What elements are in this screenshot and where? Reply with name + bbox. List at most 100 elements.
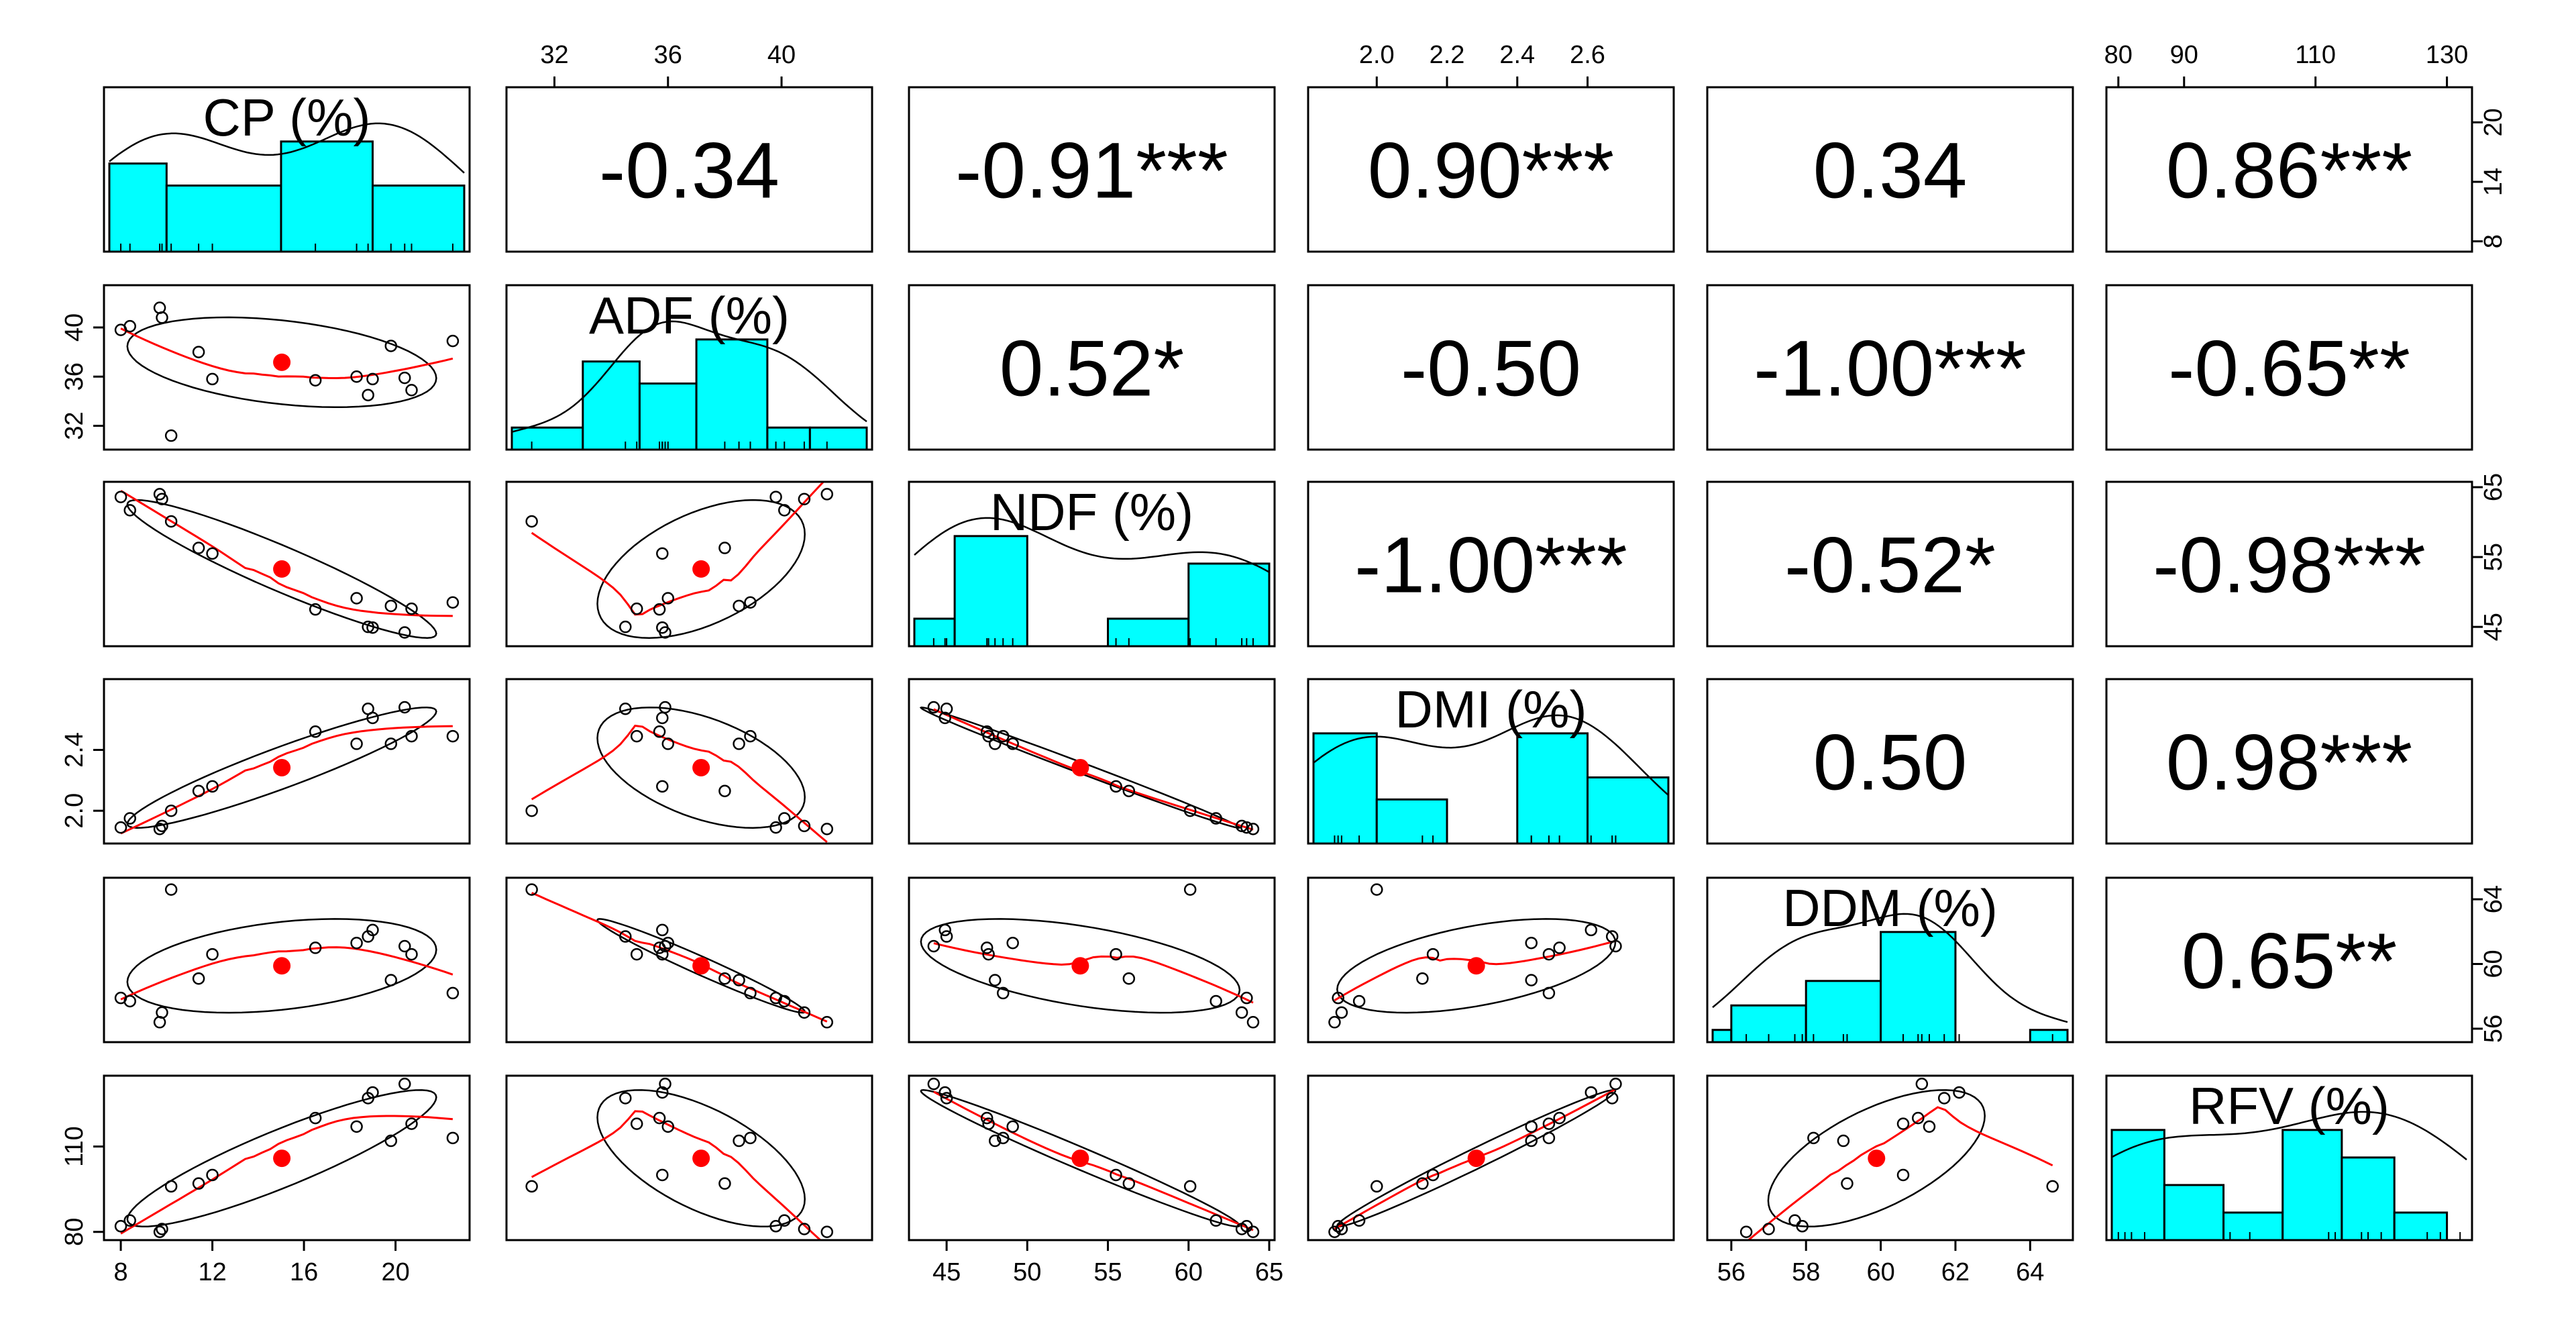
correlation-value: 0.34 [1813, 127, 1968, 215]
data-point [1335, 1223, 1348, 1235]
data-point [798, 1223, 811, 1235]
correlation-ellipse [126, 918, 437, 1014]
panel-r5-c3 [908, 876, 1276, 1043]
axis-tick-label: 90 [2170, 41, 2198, 69]
panel-frame [1307, 86, 1675, 253]
data-point [2046, 1180, 2059, 1193]
correlation-value: -0.52* [1784, 521, 1996, 610]
correlation-ellipse [596, 499, 806, 639]
hist-bar [165, 185, 282, 252]
data-point [362, 620, 374, 633]
data-point [1841, 1177, 1854, 1190]
correlation-ellipse [596, 1089, 806, 1228]
data-point [769, 991, 782, 1005]
data-point [656, 1086, 669, 1099]
panel-r2-c2: ADF (%) [505, 284, 873, 451]
axis-tick-label: 80 [2104, 41, 2133, 69]
data-point [1183, 1180, 1197, 1193]
data-point [778, 504, 791, 517]
data-point [656, 923, 669, 937]
data-point [1525, 1134, 1538, 1148]
correlation-ellipse [126, 499, 437, 639]
panel-content [1312, 714, 1670, 844]
panel-frame [908, 678, 1276, 845]
correlation-value: 0.86*** [2166, 127, 2412, 215]
mean-dot [273, 353, 291, 371]
density-curve [511, 320, 867, 433]
hist-bar [1880, 931, 1957, 1042]
panel-content [913, 517, 1271, 646]
axis-tick-label: 65 [1255, 1258, 1283, 1286]
data-point [405, 948, 418, 961]
data-point [366, 621, 379, 634]
hist-bar [766, 426, 811, 450]
data-point [733, 737, 745, 750]
panel-r5-c4 [1307, 876, 1675, 1043]
data-point [820, 1225, 834, 1239]
data-point [1235, 819, 1248, 833]
data-point [1923, 1120, 1936, 1133]
axis-tick-label: 40 [60, 313, 89, 342]
data-point [164, 1180, 178, 1193]
panel-frame [908, 1074, 1276, 1241]
panel-content [2110, 1111, 2467, 1240]
data-point [1235, 1006, 1248, 1019]
density-curve [109, 122, 465, 174]
correlation-value: 0.50 [1813, 719, 1968, 807]
data-point [384, 974, 398, 986]
data-point [156, 1006, 168, 1019]
panel-r3-c2 [505, 480, 873, 648]
panel-r4-c1 [103, 678, 471, 845]
correlation-value: -0.98*** [2153, 521, 2426, 610]
data-point [156, 493, 168, 505]
hist-bar [1107, 617, 1190, 646]
data-point [653, 603, 666, 616]
data-point [744, 596, 757, 609]
data-point [1210, 1214, 1222, 1227]
panel-frame [1706, 86, 2074, 253]
density-curve [1313, 714, 1669, 796]
data-point [1542, 1131, 1556, 1145]
panel-r4-c6 [2105, 678, 2473, 845]
hist-bar [1711, 1029, 1733, 1042]
data-point [1739, 1225, 1753, 1239]
axis-tick-label: 50 [1013, 1258, 1041, 1286]
panel-r6-c5 [1706, 1074, 2074, 1241]
data-point [384, 737, 398, 750]
panel-frame [505, 284, 873, 451]
data-point [661, 592, 675, 605]
data-point [525, 1180, 538, 1193]
data-point [123, 504, 136, 517]
hist-bar [2222, 1211, 2284, 1240]
panel-content [1739, 1077, 2059, 1240]
data-point [659, 701, 672, 714]
data-point [940, 930, 953, 943]
data-point [350, 1120, 363, 1133]
panel-content [920, 883, 1260, 1029]
loess-line [531, 482, 825, 616]
data-point [1542, 1117, 1556, 1130]
data-point [718, 542, 731, 554]
data-point [718, 972, 731, 985]
hist-bar [108, 162, 168, 252]
data-point [1542, 948, 1556, 961]
data-point [1006, 737, 1019, 750]
data-point [405, 384, 418, 397]
data-point [744, 1131, 757, 1145]
data-point [366, 923, 379, 937]
data-point [778, 812, 791, 825]
data-point [1609, 1077, 1622, 1090]
panel-frame [103, 480, 471, 648]
data-point [384, 1134, 398, 1148]
panel-frame [1706, 284, 2074, 451]
data-point [1542, 986, 1556, 1000]
axis-tick-label: 20 [2479, 108, 2508, 136]
data-point [1328, 1225, 1341, 1239]
data-point [309, 603, 322, 616]
axis-tick-label: 80 [60, 1218, 89, 1246]
hist-bar [511, 426, 584, 450]
data-point [982, 948, 995, 961]
axis-tick-label: 45 [932, 1258, 961, 1286]
panel-frame [1307, 1074, 1675, 1241]
